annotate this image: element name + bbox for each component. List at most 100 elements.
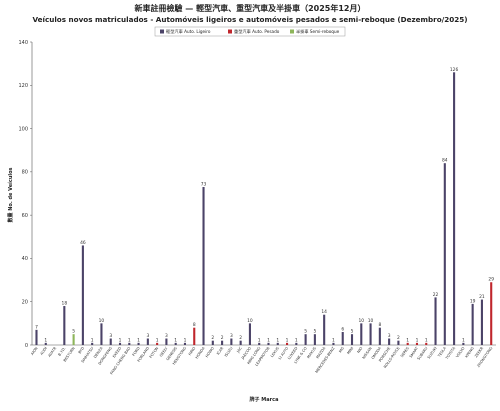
x-tick-label: LI AUTO [278, 346, 290, 360]
legend-label-ligeiro: 輕型汽車 Auto. Ligeiro [166, 28, 211, 35]
x-tick-label: SMART [409, 346, 420, 359]
x-tick-label: SUZUKI [427, 346, 438, 359]
chart-legend: 輕型汽車 Auto. Ligeiro 重型汽車 Auto. Pesado 半掛車… [154, 26, 346, 37]
x-tick-label: FOTON [149, 346, 160, 359]
bar-ligeiro [248, 323, 251, 345]
bar-ligeiro [100, 323, 103, 345]
x-tick-label: AION [30, 346, 39, 356]
data-label: 10 [358, 318, 364, 324]
legend-frame [154, 26, 346, 37]
x-tick-label: AUDI [40, 346, 48, 356]
x-axis-title: 牌子 Marca [250, 396, 279, 403]
bar-ligeiro [91, 342, 94, 345]
data-label: 18 [62, 301, 68, 307]
y-tick-label: 120 [18, 83, 28, 89]
legend-swatch-pesado [228, 29, 232, 34]
data-label: 1 [462, 337, 465, 343]
bar-ligeiro [183, 342, 187, 345]
x-tick-label: HONDA [195, 346, 206, 360]
bar-ligeiro [258, 342, 261, 345]
bar-ligeiro [434, 297, 437, 345]
bar-pesado [425, 342, 428, 345]
data-label: 7 [35, 324, 38, 330]
x-tick-label: B.Y.D. [57, 346, 66, 357]
x-tick-label: TESLA [437, 346, 448, 359]
x-tick-label: OMODA [371, 346, 383, 360]
data-label: 1 [332, 337, 335, 343]
bar-ligeiro [221, 340, 224, 345]
data-label: 73 [201, 182, 207, 188]
bar-pesado [286, 342, 289, 345]
y-tick-label: 80 [22, 170, 28, 176]
bar-ligeiro [174, 342, 177, 345]
legend-label-semireboque: 半掛車 Semi-reboque [296, 28, 340, 35]
x-tick-label: MAXUS [306, 346, 317, 359]
bar-ligeiro [165, 338, 168, 345]
data-label: 3 [109, 333, 112, 339]
bar-ligeiro [63, 306, 66, 345]
y-axis: 0 20 40 60 80 100 120 140 [18, 40, 33, 349]
bar-ligeiro [202, 187, 205, 345]
data-label: 1 [276, 337, 279, 343]
data-label: 1 [295, 337, 298, 343]
bar-ligeiro [332, 342, 335, 345]
data-label: 3 [230, 333, 233, 339]
x-tick-label: ICAR [216, 346, 224, 356]
y-tick-label: 0 [25, 343, 28, 349]
data-label: 1 [425, 337, 428, 343]
x-tick-label: MG [338, 346, 345, 353]
bar-ligeiro [239, 340, 242, 345]
bar-pesado [156, 342, 159, 345]
data-label: 1 [258, 337, 261, 343]
data-label: 1 [406, 337, 409, 343]
bar-ligeiro [267, 342, 270, 345]
data-label: 1 [156, 337, 159, 343]
bar-ligeiro [295, 342, 298, 345]
x-tick-label: BYD [78, 346, 86, 354]
data-label: 84 [442, 158, 448, 164]
data-label: 3 [165, 333, 168, 339]
bar-ligeiro [462, 342, 465, 345]
data-label: 22 [433, 292, 439, 298]
bar-ligeiro [397, 340, 400, 345]
x-tick-label: GEELY [159, 346, 169, 358]
bar-ligeiro [350, 334, 354, 345]
data-label: 19 [470, 298, 476, 304]
data-label: 1 [267, 337, 270, 343]
bar-ligeiro [360, 323, 363, 345]
data-label: 1 [286, 337, 289, 343]
data-label: 1 [416, 337, 419, 343]
data-label: 21 [479, 294, 485, 300]
bar-ligeiro [128, 342, 131, 345]
bar-ligeiro [230, 338, 233, 345]
legend-swatch-semireboque [290, 29, 294, 34]
x-tick-label: HOWO [205, 346, 215, 358]
bar-semireboque [72, 334, 75, 345]
data-label: 1 [44, 337, 47, 343]
data-label: 5 [313, 329, 316, 335]
x-tick-label: NIO [356, 346, 363, 354]
data-label: 2 [239, 335, 242, 341]
bar-ligeiro [118, 342, 122, 345]
bar-ligeiro [378, 327, 381, 345]
x-tick-label: JAECOO [240, 346, 252, 361]
y-tick-label: 100 [18, 126, 28, 132]
data-label: 2 [221, 335, 224, 341]
bar-ligeiro [137, 342, 140, 345]
data-label: 8 [378, 322, 381, 328]
bar-ligeiro [323, 314, 326, 345]
bar-ligeiro [443, 163, 446, 345]
x-tick-label: LEXUS [270, 346, 280, 358]
bar-ligeiro [211, 340, 214, 345]
data-label: 8 [193, 322, 196, 328]
bar-ligeiro [369, 323, 372, 345]
x-tick-label: AVATR [47, 346, 57, 358]
data-label: 5 [351, 329, 354, 335]
data-label: 3 [388, 333, 391, 339]
bar-ligeiro [471, 303, 474, 345]
data-label: 29 [488, 277, 494, 283]
x-tick-label: JAC [236, 346, 244, 354]
legend-label-pesado: 重型汽車 Auto. Pesado [234, 28, 280, 35]
